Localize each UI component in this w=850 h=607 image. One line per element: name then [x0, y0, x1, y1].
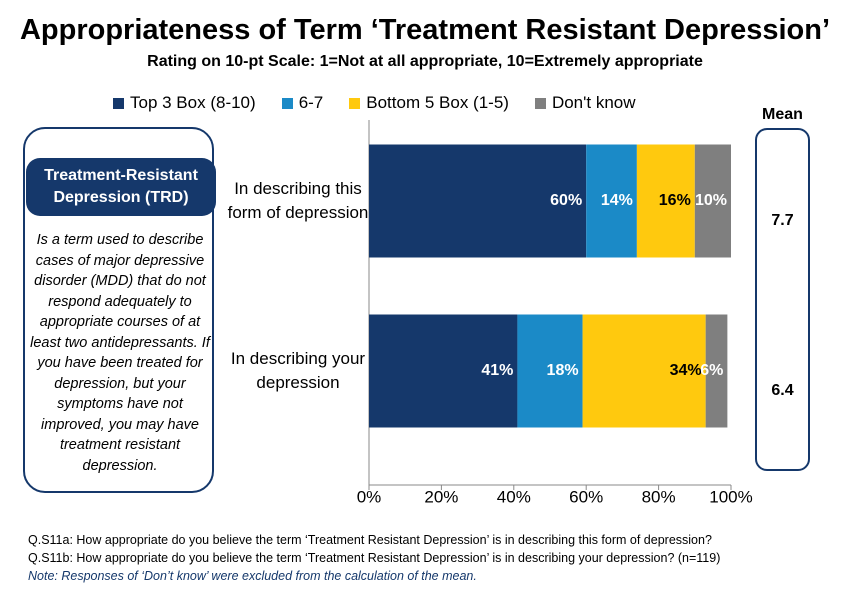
legend-swatch [534, 97, 546, 109]
legend-swatch [281, 97, 293, 109]
legend-item: Bottom 5 Box (1-5) [349, 93, 509, 113]
data-label: 18% [547, 362, 579, 379]
definition-body: Is a term used to describe cases of majo… [30, 232, 210, 474]
data-label: 34% [670, 362, 702, 379]
x-tick-label: 60% [569, 487, 603, 506]
data-label: 14% [601, 192, 633, 209]
legend-label: 6-7 [298, 93, 324, 112]
chart-title: Appropriateness of Term ‘Treatment Resis… [19, 14, 831, 46]
bar-segment [586, 144, 637, 258]
category-label: In describing your depression [230, 349, 366, 392]
data-label: 16% [659, 192, 691, 209]
data-label: 10% [695, 192, 727, 209]
mean-box [755, 128, 810, 471]
chart-subtitle: Rating on 10-pt Scale: 1=Not at all appr… [147, 53, 703, 70]
definition-heading: Treatment-Resistant Depression (TRD) [26, 158, 216, 216]
data-label: 6% [700, 362, 723, 379]
bar-segment [369, 144, 587, 258]
data-label: 41% [481, 362, 513, 379]
mean-value: 6.4 [771, 382, 794, 399]
legend-label: Top 3 Box (8-10) [130, 93, 256, 112]
bar-segment [636, 144, 695, 258]
legend-item: 6-7 [281, 93, 324, 113]
mean-value: 7.7 [771, 212, 794, 229]
legend-label: Bottom 5 Box (1-5) [366, 93, 509, 112]
bar-segment [369, 314, 518, 428]
footnote: Q.S11b: How appropriate do you believe t… [28, 551, 721, 565]
bar-segment [517, 314, 583, 428]
legend-item: Don't know [534, 93, 636, 113]
legend: Top 3 Box (8-10) 6-7 Bottom 5 Box (1-5) Don… [113, 93, 636, 113]
bar-segment [694, 144, 731, 258]
legend-item: Top 3 Box (8-10) [113, 93, 256, 113]
footnote-note: Note: Responses of ‘Don’t know’ were exc… [28, 569, 477, 583]
legend-swatch [113, 97, 124, 109]
bar-segment [705, 314, 728, 428]
definition-box [23, 127, 214, 493]
x-tick-label: 40% [497, 487, 531, 506]
category-label: In describing this form of depression [227, 179, 369, 222]
data-label: 60% [550, 192, 582, 209]
footnote: Q.S11a: How appropriate do you believe t… [28, 533, 712, 547]
legend-label: Don't know [551, 93, 636, 112]
x-tick-label: 80% [642, 487, 676, 506]
x-tick-label: 0% [357, 487, 382, 506]
bar-segment [582, 314, 706, 428]
legend-swatch [349, 97, 361, 109]
x-tick-label: 20% [424, 487, 458, 506]
x-tick-label: 100% [709, 487, 752, 506]
mean-title: Mean [762, 106, 803, 123]
